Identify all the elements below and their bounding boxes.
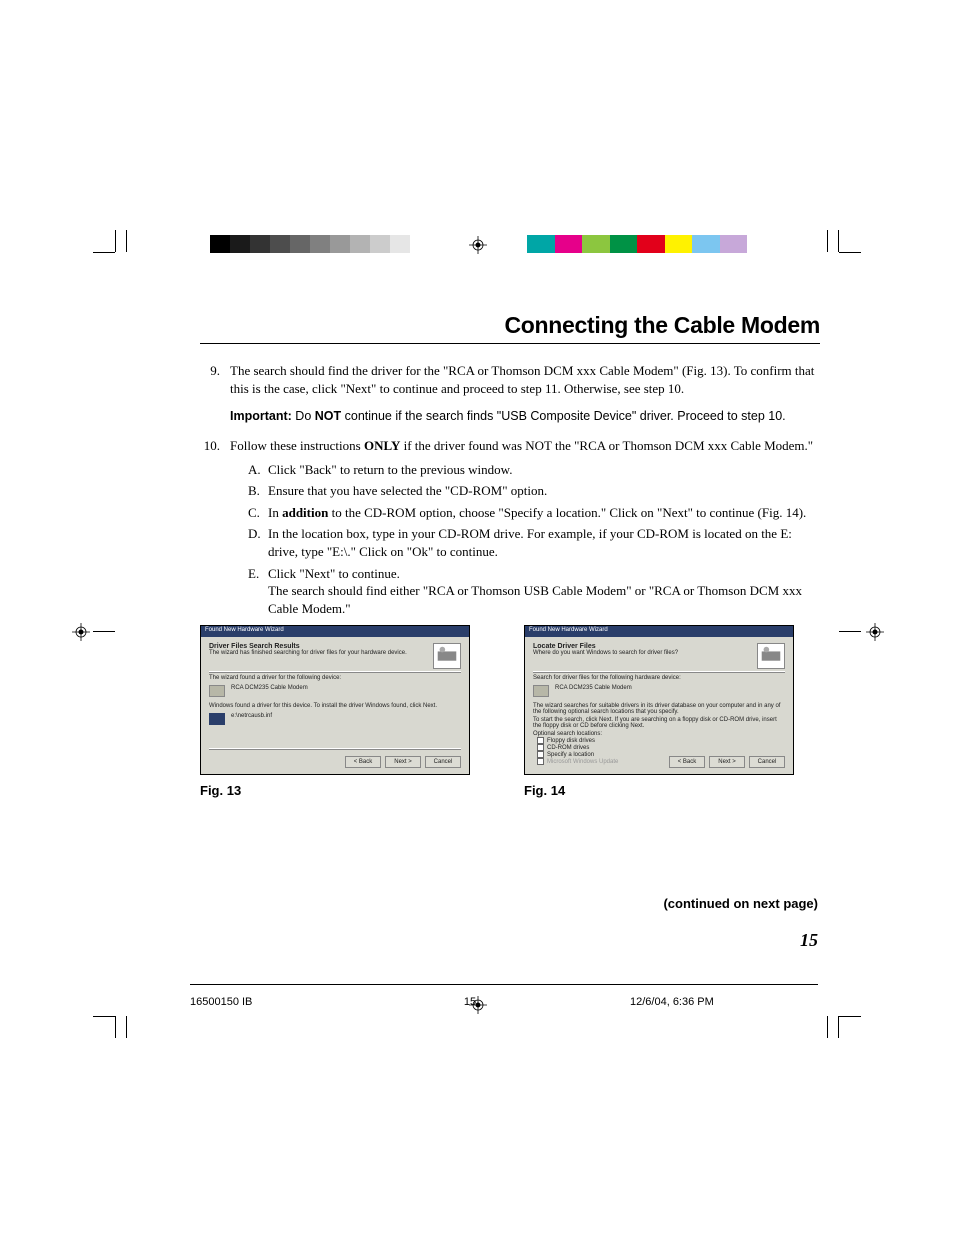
important-note: Important: Do NOT continue if the search… [230, 407, 820, 425]
sub-step-b: B. Ensure that you have selected the "CD… [248, 482, 820, 500]
dialog-titlebar: Found New Hardware Wizard [201, 626, 469, 637]
footer: 16500150 IB 15 12/6/04, 6:36 PM [190, 996, 820, 1008]
figure-label: Fig. 13 [200, 783, 470, 798]
step-9: 9. The search should find the driver for… [200, 362, 820, 397]
dialog-titlebar: Found New Hardware Wizard [525, 626, 793, 637]
checkbox-winupdate[interactable] [537, 758, 544, 765]
registration-mark-top [469, 236, 487, 254]
dialog-14: Found New Hardware Wizard Locate Driver … [524, 625, 794, 775]
step-number: 9. [200, 362, 230, 397]
step-body: Follow these instructions ONLY if the dr… [230, 437, 820, 621]
checkbox-cdrom[interactable] [537, 744, 544, 751]
cancel-button[interactable]: Cancel [425, 756, 461, 768]
device-icon [533, 685, 549, 697]
dialog-13: Found New Hardware Wizard Driver Files S… [200, 625, 470, 775]
title-rule [200, 343, 820, 344]
device-icon [209, 685, 225, 697]
page-title: Connecting the Cable Modem [200, 312, 820, 339]
figure-13: Found New Hardware Wizard Driver Files S… [200, 625, 470, 798]
checkbox-floppy[interactable] [537, 737, 544, 744]
checkbox-specify[interactable] [537, 751, 544, 758]
page-number: 15 [800, 930, 818, 951]
grayscale-bar [210, 235, 410, 253]
footer-page: 15 [380, 996, 560, 1008]
back-button[interactable]: < Back [669, 756, 705, 768]
dialog-subtext: The wizard has finished searching for dr… [209, 650, 433, 656]
step-10: 10. Follow these instructions ONLY if th… [200, 437, 820, 621]
figure-label: Fig. 14 [524, 783, 794, 798]
step-number: 10. [200, 437, 230, 621]
cancel-button[interactable]: Cancel [749, 756, 785, 768]
footer-timestamp: 12/6/04, 6:36 PM [560, 996, 820, 1008]
next-button[interactable]: Next > [709, 756, 745, 768]
wizard-icon [757, 643, 785, 669]
registration-mark-left [72, 623, 90, 641]
color-bar [527, 235, 747, 253]
next-button[interactable]: Next > [385, 756, 421, 768]
figure-14: Found New Hardware Wizard Locate Driver … [524, 625, 794, 798]
sub-step-d: D. In the location box, type in your CD-… [248, 525, 820, 560]
footer-rule [190, 984, 818, 985]
important-label: Important: [230, 409, 292, 423]
dialog-subtext: Where do you want Windows to search for … [533, 650, 757, 656]
sub-step-e: E. Click "Next" to continue. The search … [248, 565, 820, 618]
page-content: Connecting the Cable Modem 9. The search… [200, 312, 820, 631]
step-body: The search should find the driver for th… [230, 362, 820, 397]
registration-mark-right [866, 623, 884, 641]
footer-docid: 16500150 IB [190, 996, 380, 1008]
dialog-heading: Driver Files Search Results [209, 643, 433, 650]
wizard-icon [433, 643, 461, 669]
figures-row: Found New Hardware Wizard Driver Files S… [200, 625, 820, 798]
inf-icon [209, 713, 225, 725]
sub-steps: A. Click "Back" to return to the previou… [230, 461, 820, 617]
back-button[interactable]: < Back [345, 756, 381, 768]
sub-step-a: A. Click "Back" to return to the previou… [248, 461, 820, 479]
sub-step-c: C. In addition to the CD-ROM option, cho… [248, 504, 820, 522]
continued-note: (continued on next page) [663, 896, 818, 911]
dialog-heading: Locate Driver Files [533, 643, 757, 650]
